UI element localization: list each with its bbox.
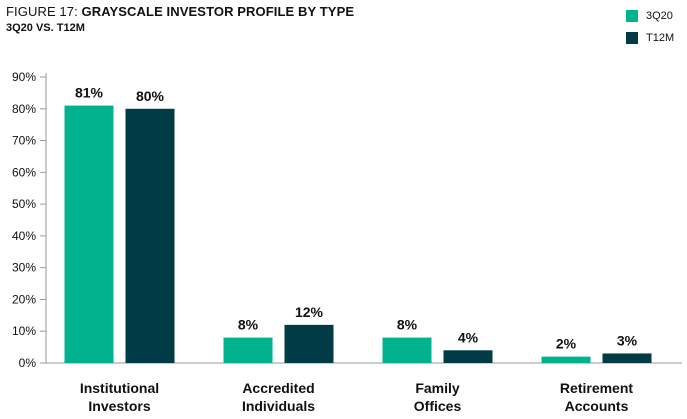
bar-3q20-0 xyxy=(64,105,114,363)
data-label: 12% xyxy=(295,304,324,320)
y-tick-label: 90% xyxy=(12,70,36,84)
legend-label-t12m: T12M xyxy=(646,32,675,44)
bar-t12m-3 xyxy=(602,353,652,363)
bar-3q20-1 xyxy=(223,337,273,363)
data-label: 80% xyxy=(136,88,165,104)
y-tick-label: 20% xyxy=(12,292,36,306)
y-tick-label: 0% xyxy=(19,356,37,370)
legend-item-t12m: T12M xyxy=(626,30,674,46)
data-label: 2% xyxy=(556,336,577,352)
y-tick-label: 70% xyxy=(12,134,36,148)
data-label: 4% xyxy=(458,329,479,345)
legend-label-3q20: 3Q20 xyxy=(646,10,673,22)
y-tick-label: 10% xyxy=(12,324,36,338)
legend-swatch-t12m xyxy=(626,32,638,44)
legend: 3Q20 T12M xyxy=(626,8,674,52)
data-label: 81% xyxy=(75,85,104,101)
y-tick-label: 50% xyxy=(12,197,36,211)
category-label: Accredited xyxy=(242,380,314,396)
category-label: Investors xyxy=(88,398,150,414)
y-tick-label: 60% xyxy=(12,165,36,179)
chart-title: FIGURE 17: GRAYSCALE INVESTOR PROFILE BY… xyxy=(6,4,354,19)
bar-3q20-3 xyxy=(541,356,591,363)
legend-swatch-3q20 xyxy=(626,10,638,22)
bar-t12m-2 xyxy=(443,350,493,363)
category-label: Offices xyxy=(414,398,462,414)
bar-t12m-0 xyxy=(125,108,175,364)
y-tick-label: 40% xyxy=(12,229,36,243)
bar-t12m-1 xyxy=(284,324,334,363)
data-label: 8% xyxy=(397,317,418,333)
category-label: Institutional xyxy=(80,380,159,396)
chart-title-prefix: FIGURE 17: xyxy=(6,4,82,19)
category-label: Family xyxy=(415,380,460,396)
category-label: Individuals xyxy=(242,398,315,414)
chart-title-main: GRAYSCALE INVESTOR PROFILE BY TYPE xyxy=(81,4,355,19)
bar-3q20-2 xyxy=(382,337,432,363)
category-label: Retirement xyxy=(560,380,633,396)
category-label: Accounts xyxy=(565,398,629,414)
y-tick-label: 30% xyxy=(12,261,36,275)
chart-subtitle: 3Q20 VS. T12M xyxy=(6,22,85,34)
data-label: 8% xyxy=(238,317,259,333)
y-tick-label: 80% xyxy=(12,102,36,116)
legend-item-3q20: 3Q20 xyxy=(626,8,674,24)
data-label: 3% xyxy=(617,332,638,348)
